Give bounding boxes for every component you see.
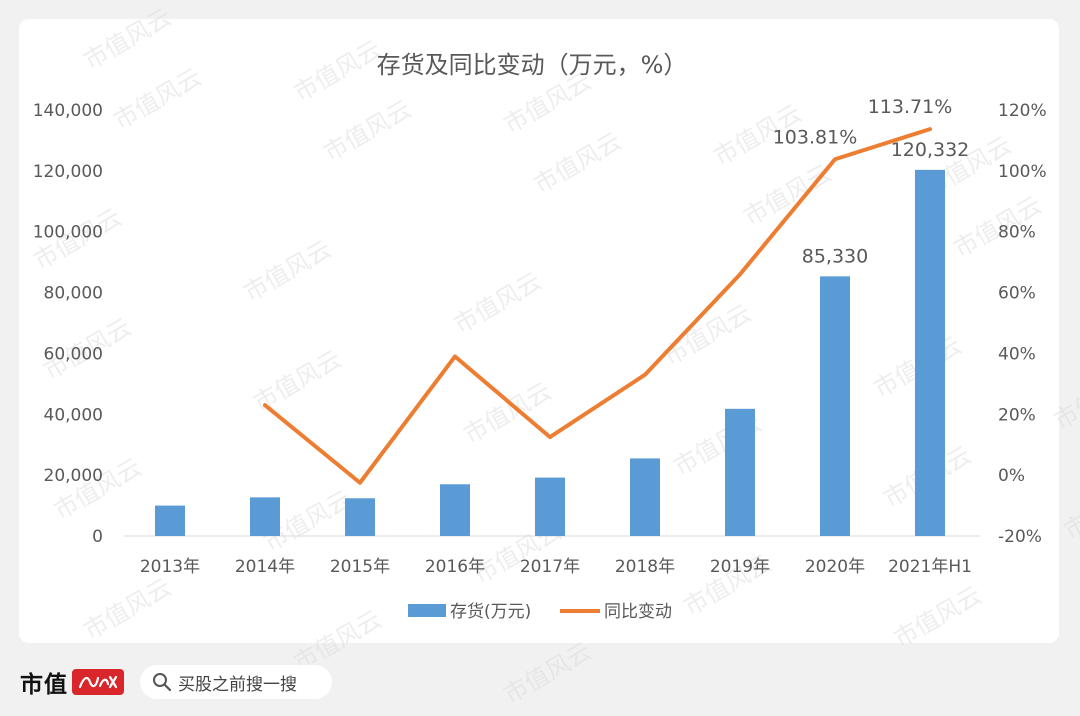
bar-data-label: 120,332: [891, 139, 970, 161]
y-right-tick-label: 120%: [998, 101, 1047, 121]
watermark-text: 市值风云: [739, 159, 836, 231]
watermark-text: 市值风云: [79, 3, 176, 75]
watermark-text: 市值风云: [239, 235, 336, 307]
search-pill[interactable]: 买股之前搜一搜: [140, 665, 332, 699]
x-tick-label: 2017年: [520, 557, 580, 577]
x-tick-label: 2015年: [330, 557, 390, 577]
y-right-tick-label: 40%: [998, 344, 1036, 364]
bar: [440, 484, 470, 536]
legend-label-yoy: 同比变动: [604, 602, 672, 622]
watermark-text: 市值风云: [529, 127, 626, 199]
y-left-tick-label: 120,000: [33, 162, 103, 182]
bar: [250, 497, 280, 536]
brand-name: 市值: [20, 672, 68, 698]
bar: [345, 498, 375, 536]
bar-data-label: 85,330: [802, 245, 868, 267]
x-tick-label: 2021年H1: [888, 557, 972, 577]
watermark-text: 市值风云: [449, 267, 546, 339]
y-right-tick-label: 0%: [998, 466, 1025, 486]
right-axis: -20% 0% 20% 40% 60% 80% 100% 120%: [998, 101, 1047, 547]
bar: [535, 477, 565, 536]
watermark-text: 市值风云: [49, 453, 146, 525]
watermark-text: 市值风云: [459, 377, 556, 449]
y-right-tick-label: 80%: [998, 223, 1036, 243]
bar: [630, 458, 660, 536]
bar: [820, 276, 850, 536]
brand-seal-icon: [72, 669, 124, 695]
watermark-text: 市值风云: [289, 35, 386, 107]
x-tick-label: 2013年: [140, 557, 200, 577]
legend-swatch-inventory: [408, 604, 446, 617]
y-left-tick-label: 80,000: [44, 284, 103, 304]
y-left-tick-label: 20,000: [44, 466, 103, 486]
search-placeholder: 买股之前搜一搜: [178, 674, 297, 695]
y-left-tick-label: 140,000: [33, 101, 103, 121]
watermark-text: 市值风云: [109, 63, 206, 135]
line-series: [263, 127, 932, 485]
y-left-tick-label: 0: [92, 527, 103, 547]
footer-bar: 市值 买股之前搜一搜: [0, 643, 1080, 716]
y-left-tick-label: 40,000: [44, 405, 103, 425]
y-left-tick-label: 60,000: [44, 344, 103, 364]
watermark-text: 市值风云: [319, 95, 416, 167]
y-right-tick-label: -20%: [998, 527, 1042, 547]
y-right-tick-label: 100%: [998, 162, 1047, 182]
bar: [915, 169, 945, 536]
bar-series: [155, 169, 945, 536]
bar: [155, 505, 185, 536]
line-yoy-change: [263, 127, 932, 485]
legend-label-inventory: 存货(万元): [450, 602, 531, 622]
x-tick-label: 2016年: [425, 557, 485, 577]
legend: 存货(万元) 同比变动: [408, 602, 672, 622]
line-data-label: 113.71%: [868, 96, 953, 118]
x-tick-label: 2014年: [235, 557, 295, 577]
bar: [725, 408, 755, 536]
search-icon: [153, 673, 172, 692]
line-data-label: 103.81%: [773, 126, 858, 148]
x-tick-label: 2018年: [615, 557, 675, 577]
left-axis: 0 20,000 40,000 60,000 80,000 100,000 120,000 1…: [33, 101, 103, 547]
y-right-tick-label: 20%: [998, 405, 1036, 425]
x-tick-label: 2020年: [805, 557, 865, 577]
watermark-text: 市值风云: [1049, 363, 1080, 435]
x-tick-label: 2019年: [710, 557, 770, 577]
chart-card: [19, 19, 1059, 643]
data-labels: 85,330 120,332 103.81% 113.71%: [773, 96, 970, 267]
y-right-tick-label: 60%: [998, 284, 1036, 304]
y-left-tick-label: 100,000: [33, 223, 103, 243]
watermark-text: 市值风云: [1059, 473, 1080, 545]
chart-title: 存货及同比变动（万元，%）: [377, 51, 688, 79]
brand-logo[interactable]: 市值: [20, 667, 124, 698]
x-axis: 2013年 2014年 2015年 2016年 2017年 2018年 2019年 2020年…: [140, 557, 972, 577]
watermark-text: 市值风云: [79, 573, 176, 645]
